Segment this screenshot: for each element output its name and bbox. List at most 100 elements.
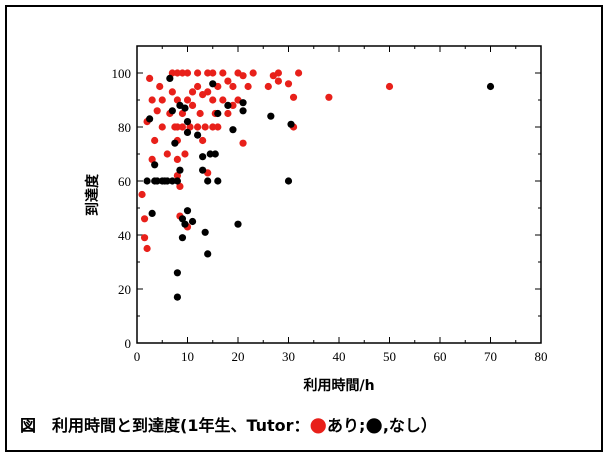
y-tick-label: 80 <box>118 120 131 135</box>
data-point-tutor-no <box>199 153 207 161</box>
data-point-tutor-yes <box>214 123 222 131</box>
data-point-tutor-yes <box>156 82 164 91</box>
x-tick-label: 70 <box>484 349 497 364</box>
data-point-tutor-yes <box>140 215 149 223</box>
data-point-tutor-yes <box>143 244 151 253</box>
data-point-tutor-no <box>204 177 212 185</box>
data-point-tutor-no <box>181 104 189 112</box>
data-point-tutor-no <box>176 166 184 174</box>
data-point-tutor-no <box>173 269 181 277</box>
data-point-tutor-yes <box>209 69 217 77</box>
data-point-tutor-yes <box>209 123 217 131</box>
data-point-tutor-yes <box>148 96 156 104</box>
tutor-yes-marker: ● <box>309 412 327 436</box>
plot-area <box>136 45 542 344</box>
data-point-tutor-no <box>204 250 212 258</box>
x-axis-label: 利用時間/h <box>303 377 374 394</box>
data-point-tutor-no <box>183 118 192 126</box>
data-point-tutor-yes <box>229 101 237 109</box>
data-point-tutor-no <box>173 293 181 301</box>
data-point-tutor-no <box>188 217 197 226</box>
data-point-tutor-yes <box>168 69 176 77</box>
data-point-tutor-no <box>211 150 219 158</box>
x-tick-label: 40 <box>333 349 346 364</box>
data-point-tutor-yes <box>173 155 181 163</box>
caption-text-after: ,なし） <box>382 416 437 435</box>
data-point-tutor-no <box>224 101 232 109</box>
caption-text-mid: あり; <box>326 416 366 435</box>
data-point-tutor-yes <box>249 69 257 77</box>
tutor-no-marker: ● <box>365 412 383 436</box>
data-point-tutor-no <box>168 107 176 115</box>
data-point-tutor-no <box>209 80 217 88</box>
data-point-tutor-yes <box>186 123 194 131</box>
data-point-tutor-no <box>229 126 237 134</box>
data-point-tutor-yes <box>239 139 247 147</box>
axis-tick-labels: 0 10 20 30 40 50 60 70 80 0 20 40 60 80 100 <box>112 66 548 364</box>
data-point-tutor-yes <box>178 69 187 77</box>
data-point-tutor-no <box>214 109 222 118</box>
axis-ticks <box>136 46 542 344</box>
data-point-tutor-yes <box>274 77 282 85</box>
data-point-tutor-yes <box>173 69 181 77</box>
data-point-tutor-no <box>168 177 176 185</box>
data-point-tutor-yes <box>385 82 394 91</box>
data-point-tutor-yes <box>219 69 227 77</box>
data-point-tutor-yes <box>194 82 202 91</box>
data-point-tutor-yes <box>204 69 212 77</box>
data-point-tutor-yes <box>199 136 207 145</box>
data-point-tutor-yes <box>176 182 184 190</box>
y-tick-label: 0 <box>125 336 132 351</box>
data-point-tutor-yes <box>196 109 204 118</box>
data-point-tutor-no <box>214 177 222 185</box>
data-point-tutor-no <box>178 215 187 223</box>
data-point-tutor-yes <box>153 107 161 115</box>
data-point-tutor-yes <box>295 69 303 77</box>
data-point-tutor-no <box>178 234 187 242</box>
data-point-tutor-yes <box>264 82 272 91</box>
data-point-tutor-no <box>267 112 275 120</box>
data-point-tutor-yes <box>173 172 181 180</box>
y-tick-label: 60 <box>118 174 131 189</box>
data-point-tutor-yes <box>194 123 202 131</box>
data-point-tutor-no <box>181 220 189 228</box>
data-point-tutor-no <box>146 115 154 123</box>
data-point-tutor-yes <box>158 96 166 104</box>
data-point-tutor-yes <box>168 88 176 96</box>
data-point-tutor-no <box>284 177 293 185</box>
data-point-tutor-no <box>201 228 209 236</box>
data-point-tutor-yes <box>158 123 166 131</box>
data-point-tutor-yes <box>204 88 212 96</box>
y-tick-label: 100 <box>112 66 132 81</box>
data-point-tutor-yes <box>173 96 181 104</box>
figure-frame <box>5 5 603 452</box>
data-point-tutor-yes <box>178 123 187 131</box>
data-point-tutor-no <box>166 74 174 82</box>
y-tick-label: 40 <box>118 228 131 243</box>
data-point-tutor-yes <box>224 77 232 85</box>
data-point-tutor-no <box>206 150 214 158</box>
data-point-tutor-yes <box>183 96 192 104</box>
data-point-tutor-yes <box>289 93 298 101</box>
x-tick-label: 10 <box>181 349 194 364</box>
y-tick-label: 20 <box>118 282 131 297</box>
data-point-tutor-yes <box>325 93 333 101</box>
data-point-tutor-no <box>239 99 247 107</box>
data-point-tutor-yes <box>201 123 209 131</box>
x-tick-label: 0 <box>134 349 141 364</box>
data-point-tutor-yes <box>209 96 217 104</box>
data-point-tutor-no <box>199 166 207 174</box>
data-point-tutor-yes <box>178 109 187 118</box>
data-point-tutor-no <box>153 177 161 185</box>
data-point-tutor-no <box>287 120 295 128</box>
data-point-tutor-no <box>234 220 242 228</box>
data-point-tutor-yes <box>140 234 149 242</box>
y-axis-label: 到達度 <box>84 173 101 216</box>
data-point-tutor-yes <box>194 69 202 77</box>
data-point-tutor-yes <box>188 88 197 96</box>
data-point-tutor-no <box>194 131 202 139</box>
x-tick-label: 20 <box>232 349 245 364</box>
data-point-tutor-no <box>239 107 247 115</box>
data-point-tutor-yes <box>148 155 156 163</box>
